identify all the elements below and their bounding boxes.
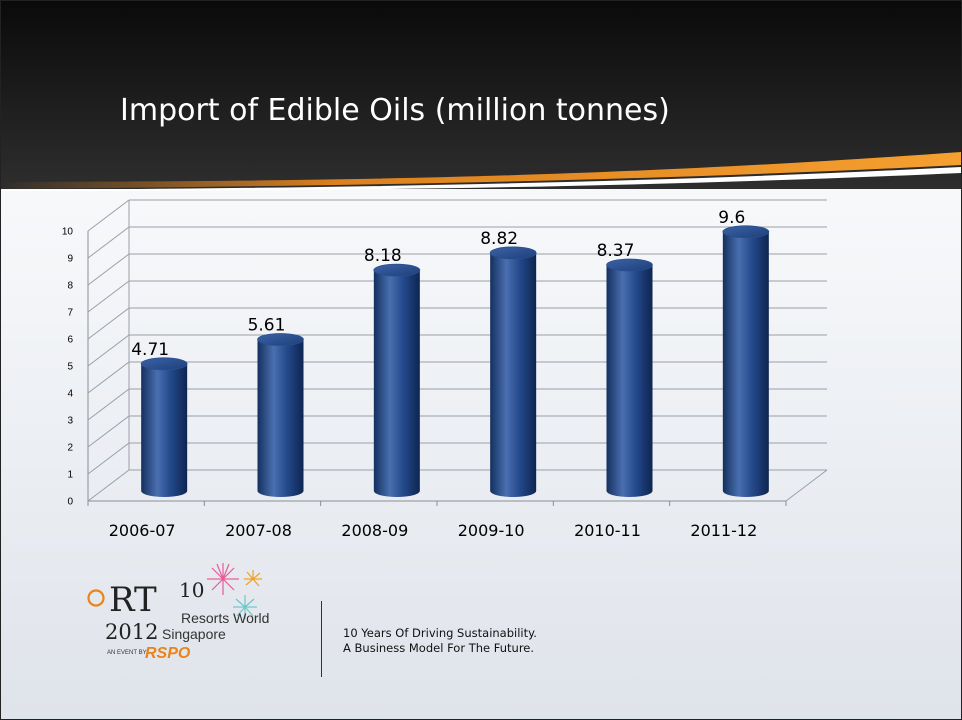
x-tick-label: 2011-12 — [690, 521, 757, 540]
bar — [606, 258, 653, 498]
chart-y-axis: 0 1 2 3 4 5 6 7 8 9 10 — [62, 227, 74, 508]
chart-gridlines — [87, 199, 828, 502]
gridline-side — [87, 307, 130, 340]
logo-rt: RT — [109, 580, 157, 620]
bar-body — [373, 270, 420, 498]
bar-cap — [373, 263, 421, 277]
gridline-side — [87, 388, 130, 421]
slide-header: Import of Edible Oils (million tonnes) — [1, 1, 961, 189]
bar-cap — [140, 357, 188, 371]
logo-ten: 10 — [179, 578, 204, 602]
tagline-line-2: A Business Model For The Future. — [343, 641, 535, 655]
gridline-side — [87, 334, 130, 367]
bar — [722, 225, 770, 497]
y-tick-label: 3 — [67, 416, 73, 427]
slide-title: Import of Edible Oils (million tonnes) — [120, 93, 670, 128]
bar-body — [490, 252, 537, 498]
bar-chart: 0 1 2 3 4 5 6 7 8 9 10 2006-07 2007-08 2008-09 2009-1… — [62, 199, 828, 540]
data-label: 9.6 — [718, 208, 745, 228]
bar-body — [722, 231, 769, 497]
logo-year: 2012 — [105, 620, 158, 644]
bar — [489, 246, 537, 498]
chart-data-labels: 4.71 5.61 8.18 8.82 8.37 9.6 — [131, 208, 745, 360]
orange-swoosh — [1, 152, 961, 191]
data-label: 5.61 — [248, 316, 286, 336]
chart-bars — [140, 225, 770, 498]
gridline-side — [87, 280, 130, 313]
gridline-side — [87, 442, 130, 475]
rt10-logo: RT 10 2012 Resorts World Singapore AN EV… — [85, 557, 305, 677]
bar — [257, 333, 304, 498]
gridline-side — [87, 415, 130, 448]
gridline-side — [87, 361, 130, 394]
x-tick-label: 2006-07 — [109, 521, 176, 540]
gridline-side — [87, 469, 130, 502]
bar-body — [141, 363, 188, 498]
y-tick-label: 0 — [67, 497, 73, 508]
logo-venue-line1: Resorts World — [181, 610, 269, 626]
y-tick-label: 6 — [67, 335, 73, 346]
chart-x-axis: 2006-07 2007-08 2008-09 2009-10 2010-11 2011-… — [87, 501, 787, 540]
bar-body — [606, 265, 653, 498]
y-tick-label: 4 — [67, 389, 73, 400]
y-tick-label: 8 — [67, 281, 73, 292]
data-label: 8.82 — [480, 229, 518, 249]
data-label: 8.37 — [597, 241, 635, 261]
bar-cap — [606, 258, 653, 272]
y-tick-label: 5 — [67, 362, 73, 373]
data-label: 8.18 — [364, 246, 402, 266]
fireworks-icon — [207, 563, 262, 619]
logo-venue-line2: Singapore — [162, 626, 226, 642]
y-tick-label: 10 — [62, 227, 74, 238]
tagline-line-1: 10 Years Of Driving Sustainability. — [343, 626, 537, 640]
x-tick-label: 2010-11 — [574, 521, 641, 540]
bar-cap — [722, 225, 770, 239]
bar — [373, 263, 421, 498]
x-tick-label: 2007-08 — [225, 521, 292, 540]
logo-rspo: RSPO — [145, 645, 191, 662]
gridline-side — [87, 253, 130, 286]
y-tick-label: 9 — [67, 254, 73, 265]
data-label: 4.71 — [131, 340, 169, 360]
logo-event-by: AN EVENT BY — [107, 650, 147, 656]
rt10-logo-graphic: RT 10 2012 Resorts World Singapore AN EV… — [87, 563, 269, 662]
y-tick-label: 7 — [67, 308, 73, 319]
bar-cap — [257, 333, 304, 346]
bar — [140, 357, 188, 498]
bar-cap — [489, 246, 537, 260]
x-tick-label: 2008-09 — [341, 521, 408, 540]
floor-right-edge — [785, 469, 828, 502]
y-tick-label: 2 — [67, 443, 73, 454]
gridline-side — [87, 226, 130, 259]
y-tick-label: 1 — [67, 470, 73, 481]
logo-ring-icon — [87, 589, 105, 607]
bar-body — [257, 339, 304, 498]
gridline-side — [87, 199, 130, 232]
x-tick-label: 2009-10 — [458, 521, 525, 540]
logo-divider — [321, 601, 322, 677]
